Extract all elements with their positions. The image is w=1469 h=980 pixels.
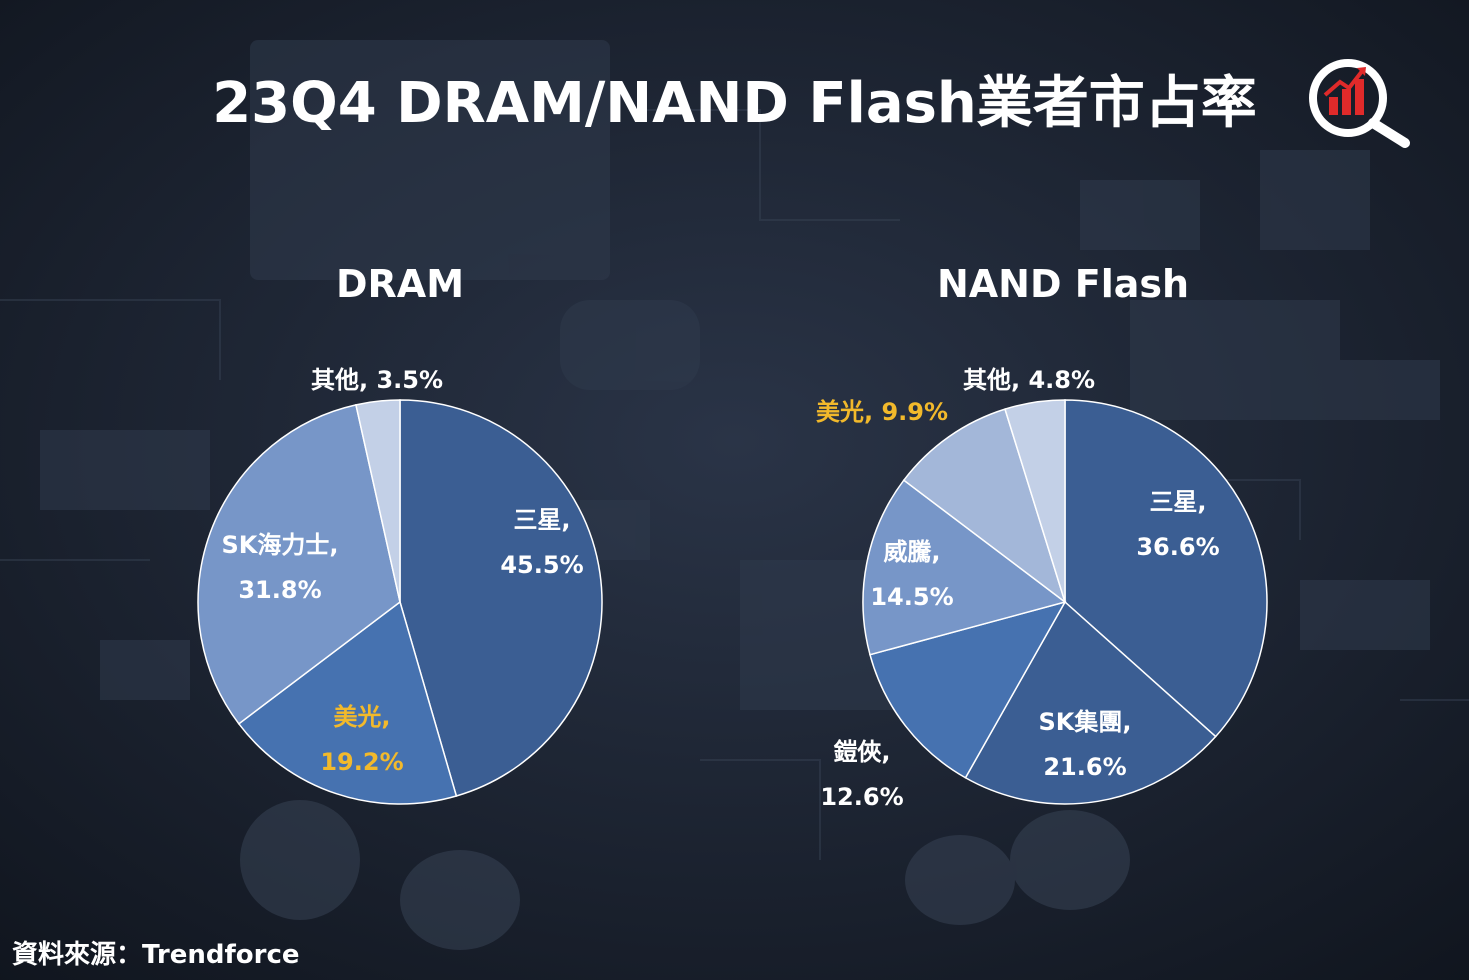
nand-pie: 三星, 36.6% SK集團, 21.6% 鎧俠, 12.6% 威騰, 14.5% 美光, 9.… bbox=[816, 366, 1268, 811]
slice-label: SK集團, 21.6% bbox=[1039, 708, 1132, 781]
source-note: 資料來源：Trendforce bbox=[12, 940, 300, 970]
pie-slice bbox=[964, 600, 1217, 805]
slice-label: 三星, 36.6% bbox=[1136, 488, 1219, 561]
pie-slice bbox=[862, 479, 1067, 656]
pie-slice bbox=[355, 399, 401, 603]
slice-label: 其他, 3.5% bbox=[311, 366, 443, 394]
pie-slice bbox=[399, 399, 603, 797]
slice-label: 威騰, 14.5% bbox=[870, 538, 953, 611]
nand-chart-title: NAND Flash bbox=[936, 262, 1190, 306]
magnifier-chart-icon bbox=[1309, 59, 1410, 148]
pie-slice bbox=[902, 408, 1067, 605]
slice-label: SK海力士, 31.8% bbox=[222, 531, 339, 604]
slice-label: 美光, 9.9% bbox=[816, 398, 948, 426]
page-title: 23Q4 DRAM/NAND Flash業者市占率 bbox=[212, 71, 1257, 136]
pie-slice bbox=[197, 403, 401, 725]
dram-chart-title: DRAM bbox=[335, 262, 465, 306]
pie-slice bbox=[1064, 399, 1268, 738]
slice-label: 三星, 45.5% bbox=[500, 506, 583, 579]
slice-label: 鎧俠, 12.6% bbox=[820, 738, 903, 811]
slice-label: 美光, 19.2% bbox=[320, 703, 403, 776]
slice-label: 其他, 4.8% bbox=[963, 366, 1095, 394]
pie-slice bbox=[237, 600, 458, 805]
dram-pie: 三星, 45.5% 美光, 19.2% SK海力士, 31.8% 其他, 3.5% bbox=[197, 366, 603, 805]
pie-slice bbox=[1004, 399, 1066, 603]
pie-slice bbox=[869, 600, 1067, 779]
